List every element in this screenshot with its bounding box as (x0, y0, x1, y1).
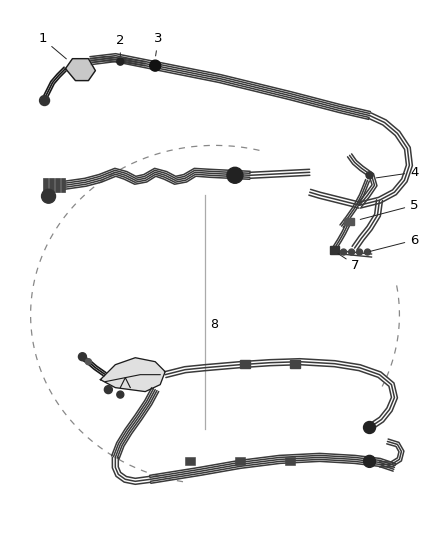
Circle shape (85, 359, 92, 365)
Text: 6: 6 (370, 233, 419, 252)
Text: 4: 4 (376, 166, 419, 179)
Circle shape (78, 353, 86, 361)
Circle shape (117, 58, 124, 65)
Text: 5: 5 (360, 199, 419, 220)
Circle shape (42, 189, 56, 203)
Bar (290, 360, 300, 368)
Text: 1: 1 (38, 32, 67, 59)
Bar (240, 360, 250, 368)
Circle shape (366, 172, 373, 179)
Polygon shape (100, 358, 165, 392)
Circle shape (364, 455, 375, 467)
Bar (235, 457, 245, 465)
Bar (285, 457, 295, 465)
Circle shape (364, 422, 375, 433)
Text: 7: 7 (338, 254, 360, 271)
Bar (49, 178, 53, 192)
Bar (54, 178, 60, 192)
Text: 8: 8 (210, 318, 218, 332)
Bar (60, 178, 66, 192)
Bar (42, 178, 48, 192)
Circle shape (104, 385, 112, 393)
Bar (343, 218, 353, 225)
Circle shape (357, 249, 363, 255)
Circle shape (364, 249, 371, 255)
Circle shape (39, 95, 49, 106)
Circle shape (150, 60, 161, 71)
Bar (185, 457, 195, 465)
Text: 2: 2 (116, 34, 124, 56)
Circle shape (349, 249, 355, 255)
Polygon shape (66, 59, 95, 80)
Circle shape (227, 167, 243, 183)
Circle shape (341, 249, 346, 255)
Text: 3: 3 (154, 32, 162, 56)
Circle shape (117, 391, 124, 398)
Bar (330, 246, 339, 254)
